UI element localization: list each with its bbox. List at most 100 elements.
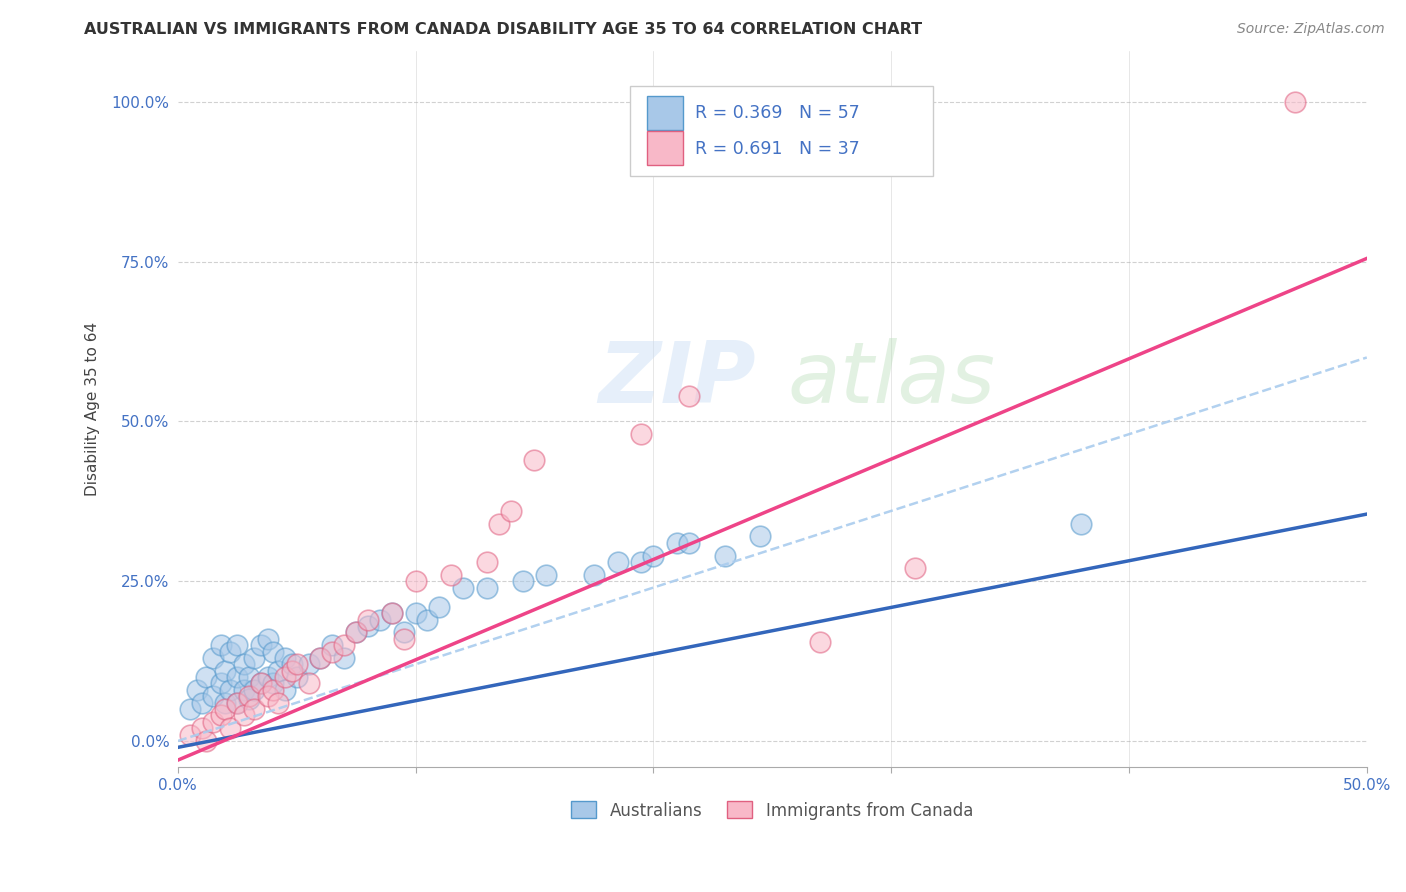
Point xyxy=(333,651,356,665)
Point xyxy=(274,651,297,665)
Point xyxy=(309,651,332,665)
Point xyxy=(713,549,735,563)
Text: AUSTRALIAN VS IMMIGRANTS FROM CANADA DISABILITY AGE 35 TO 64 CORRELATION CHART: AUSTRALIAN VS IMMIGRANTS FROM CANADA DIS… xyxy=(84,22,922,37)
Point xyxy=(214,664,236,678)
Point xyxy=(904,561,927,575)
Point xyxy=(262,682,284,697)
FancyBboxPatch shape xyxy=(630,87,932,176)
Point xyxy=(451,581,474,595)
Point xyxy=(195,670,218,684)
Y-axis label: Disability Age 35 to 64: Disability Age 35 to 64 xyxy=(86,321,100,496)
Point xyxy=(190,721,212,735)
Point xyxy=(262,644,284,658)
Text: atlas: atlas xyxy=(787,338,995,422)
Point xyxy=(405,606,427,620)
Point xyxy=(1070,516,1092,531)
Point xyxy=(219,682,242,697)
Point xyxy=(257,670,280,684)
Point xyxy=(209,676,232,690)
Point xyxy=(630,427,652,442)
Point xyxy=(381,606,404,620)
Point xyxy=(274,670,297,684)
Point xyxy=(219,721,242,735)
Point xyxy=(233,657,256,672)
Point xyxy=(226,696,249,710)
Point xyxy=(309,651,332,665)
Point xyxy=(344,625,367,640)
Point xyxy=(238,670,260,684)
Point xyxy=(190,696,212,710)
Point xyxy=(368,613,391,627)
Point xyxy=(233,682,256,697)
Point xyxy=(344,625,367,640)
Point xyxy=(749,529,772,543)
Point xyxy=(582,567,605,582)
Point xyxy=(643,549,665,563)
Point xyxy=(179,728,201,742)
Point xyxy=(195,734,218,748)
Text: Source: ZipAtlas.com: Source: ZipAtlas.com xyxy=(1237,22,1385,37)
Point xyxy=(1284,95,1306,109)
Point xyxy=(281,664,304,678)
Point xyxy=(512,574,534,589)
Point xyxy=(630,555,652,569)
Point xyxy=(321,638,343,652)
Point xyxy=(678,536,700,550)
Point xyxy=(666,536,689,550)
Point xyxy=(226,696,249,710)
Point xyxy=(392,632,415,646)
Point xyxy=(209,638,232,652)
Point xyxy=(536,567,558,582)
Point xyxy=(606,555,628,569)
Point xyxy=(243,682,266,697)
Point xyxy=(250,638,273,652)
Point xyxy=(226,670,249,684)
Point xyxy=(214,696,236,710)
Point xyxy=(281,657,304,672)
Point xyxy=(233,708,256,723)
Point xyxy=(257,690,280,704)
Point xyxy=(202,651,225,665)
Point xyxy=(209,708,232,723)
Point xyxy=(392,625,415,640)
Point xyxy=(523,452,546,467)
Point xyxy=(357,613,380,627)
Point xyxy=(219,644,242,658)
Point xyxy=(475,581,498,595)
Text: ZIP: ZIP xyxy=(599,338,756,422)
Point xyxy=(257,632,280,646)
FancyBboxPatch shape xyxy=(647,95,683,130)
Point xyxy=(808,635,831,649)
Point xyxy=(297,676,319,690)
Point xyxy=(488,516,510,531)
Point xyxy=(238,692,260,706)
Point xyxy=(297,657,319,672)
Point xyxy=(226,638,249,652)
Point xyxy=(285,657,308,672)
Point xyxy=(274,682,297,697)
Point xyxy=(243,702,266,716)
Point xyxy=(266,696,288,710)
Text: R = 0.691   N = 37: R = 0.691 N = 37 xyxy=(695,140,859,158)
Point xyxy=(266,664,288,678)
Point xyxy=(202,714,225,729)
Point xyxy=(499,504,522,518)
Point xyxy=(186,682,208,697)
Point xyxy=(475,555,498,569)
Point xyxy=(357,619,380,633)
Point xyxy=(262,676,284,690)
Point xyxy=(243,651,266,665)
Point xyxy=(202,690,225,704)
Point xyxy=(405,574,427,589)
Point xyxy=(214,702,236,716)
FancyBboxPatch shape xyxy=(647,131,683,165)
Point xyxy=(333,638,356,652)
Point xyxy=(381,606,404,620)
Point xyxy=(416,613,439,627)
Point xyxy=(678,389,700,403)
Point xyxy=(440,567,463,582)
Point xyxy=(285,670,308,684)
Point xyxy=(250,676,273,690)
Legend: Australians, Immigrants from Canada: Australians, Immigrants from Canada xyxy=(565,795,980,826)
Point xyxy=(250,676,273,690)
